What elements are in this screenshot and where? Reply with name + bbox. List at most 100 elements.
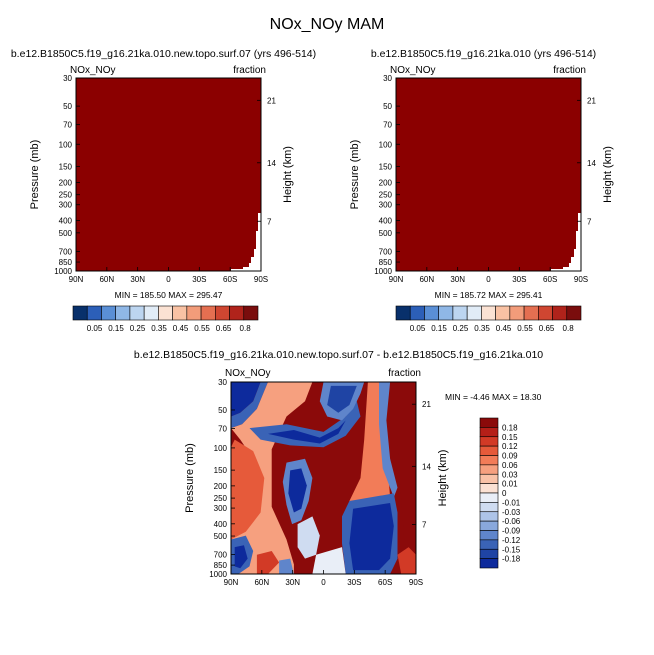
y-tick-label: 100 [214, 444, 228, 453]
y-tick-label: 70 [218, 424, 227, 433]
y-tick-label: 200 [214, 482, 228, 491]
x-tick-label: 30N [130, 275, 145, 284]
colorbar-right-label: 0.45 [496, 324, 512, 333]
colorbar-left-swatch [101, 305, 116, 321]
colorbar-left-label: 0.55 [194, 324, 210, 333]
y-tick-label: 200 [379, 178, 393, 187]
y-tick-label: 400 [379, 217, 393, 226]
contour-region [256, 550, 280, 574]
y2-tick-label: 21 [422, 400, 431, 409]
y2-axis-title: Height (km) [602, 146, 614, 203]
colorbar-diff-label: -0.01 [502, 498, 521, 507]
colorbar-right-label: 0.65 [539, 324, 555, 333]
y2-tick-label: 14 [587, 159, 596, 168]
contour-region [231, 382, 268, 429]
colorbar-left-swatch [86, 305, 102, 321]
colorbar-left-swatch [200, 305, 216, 321]
y-tick-label: 150 [214, 466, 228, 475]
x-tick-label: 0 [166, 275, 171, 284]
y-tick-label: 850 [59, 258, 73, 267]
colorbar-diff-label: -0.09 [502, 527, 521, 536]
x-tick-label: 30S [347, 578, 361, 587]
y-tick-label: 100 [379, 140, 393, 149]
figure-title: NOx_NOy MAM [269, 16, 385, 33]
contour-region [312, 547, 346, 574]
contour-region [327, 385, 357, 413]
contour-region [379, 382, 398, 498]
y-tick-label: 850 [379, 258, 393, 267]
colorbar-left-label: 0.05 [87, 324, 103, 333]
colorbar-diff-label: -0.15 [502, 545, 521, 554]
y-tick-label: 70 [383, 121, 392, 130]
y-tick-label: 250 [214, 494, 228, 503]
contour-region [231, 382, 313, 574]
y-tick-label: 70 [63, 121, 72, 130]
colorbar-right-label: 0.05 [410, 324, 426, 333]
colorbar-diff-swatch [479, 417, 499, 428]
colorbar-diff-label: 0 [502, 489, 507, 498]
y-tick-label: 30 [63, 74, 72, 83]
colorbar-left-swatch [158, 305, 173, 321]
colorbar-left-label: 0.8 [240, 324, 252, 333]
colorbar-right-label: 0.55 [517, 324, 533, 333]
colorbar-diff-swatch [479, 558, 499, 569]
y2-tick-label: 14 [422, 462, 431, 471]
colorbar-right-label: 0.15 [431, 324, 447, 333]
x-tick-label: 30S [512, 275, 526, 284]
colorbar-diff-label: -0.18 [502, 555, 521, 564]
colorbar-diff-swatch [479, 548, 499, 559]
y2-tick-label: 21 [587, 96, 596, 105]
y-tick-label: 150 [59, 163, 73, 172]
colorbar-diff-label: -0.12 [502, 536, 521, 545]
x-tick-label: 90N [389, 275, 404, 284]
y-tick-label: 100 [59, 140, 73, 149]
colorbar-diff-label: 0.09 [502, 452, 518, 461]
colorbar-diff-swatch [479, 455, 499, 466]
y-tick-label: 1000 [209, 570, 227, 579]
colorbar-left-label: 0.35 [151, 324, 167, 333]
colorbar-right-swatch [481, 305, 496, 321]
contour-region [288, 468, 307, 513]
x-tick-label: 60S [378, 578, 392, 587]
colorbar-left-swatch [243, 305, 259, 321]
y-tick-label: 400 [214, 520, 228, 529]
x-tick-label: 60N [254, 578, 269, 587]
x-tick-label: 30N [285, 578, 300, 587]
contour-region [231, 382, 261, 417]
x-tick-label: 60S [543, 275, 557, 284]
y-axis-title: Pressure (mb) [29, 140, 41, 210]
x-tick-label: 90S [409, 578, 423, 587]
x-tick-label: 60N [419, 275, 434, 284]
y-tick-label: 500 [214, 532, 228, 541]
colorbar-right-swatch [395, 305, 411, 321]
contour-region [234, 545, 248, 569]
y-tick-label: 500 [379, 229, 393, 238]
colorbar-right-swatch [495, 305, 511, 321]
x-tick-label: 90N [69, 275, 84, 284]
y-tick-label: 300 [214, 504, 228, 513]
units-label: fraction [233, 65, 266, 76]
contour-region [231, 439, 265, 540]
variable-label: NOx_NOy [225, 368, 271, 379]
contour-region [268, 420, 346, 444]
units-label: fraction [553, 65, 586, 76]
min-max-text: MIN = 185.72 MAX = 295.41 [435, 290, 543, 300]
y-tick-label: 500 [59, 229, 73, 238]
y-axis-title: Pressure (mb) [349, 140, 361, 210]
colorbar-diff-swatch [479, 473, 499, 484]
colorbar-right-swatch [509, 305, 525, 321]
colorbar-diff-label: 0.03 [502, 470, 518, 479]
colorbar-left-label: 0.25 [130, 324, 146, 333]
colorbar-diff-label: 0.06 [502, 461, 518, 470]
colorbar-left-swatch [129, 305, 145, 321]
x-tick-label: 30N [450, 275, 465, 284]
colorbar-diff-swatch [479, 436, 499, 447]
colorbar-right-swatch [452, 305, 468, 321]
colorbar-diff-swatch [479, 520, 499, 531]
y-tick-label: 700 [59, 247, 73, 256]
contour-region [279, 558, 294, 574]
colorbar-diff-label: 0.12 [502, 442, 518, 451]
colorbar-diff-swatch [479, 483, 499, 494]
